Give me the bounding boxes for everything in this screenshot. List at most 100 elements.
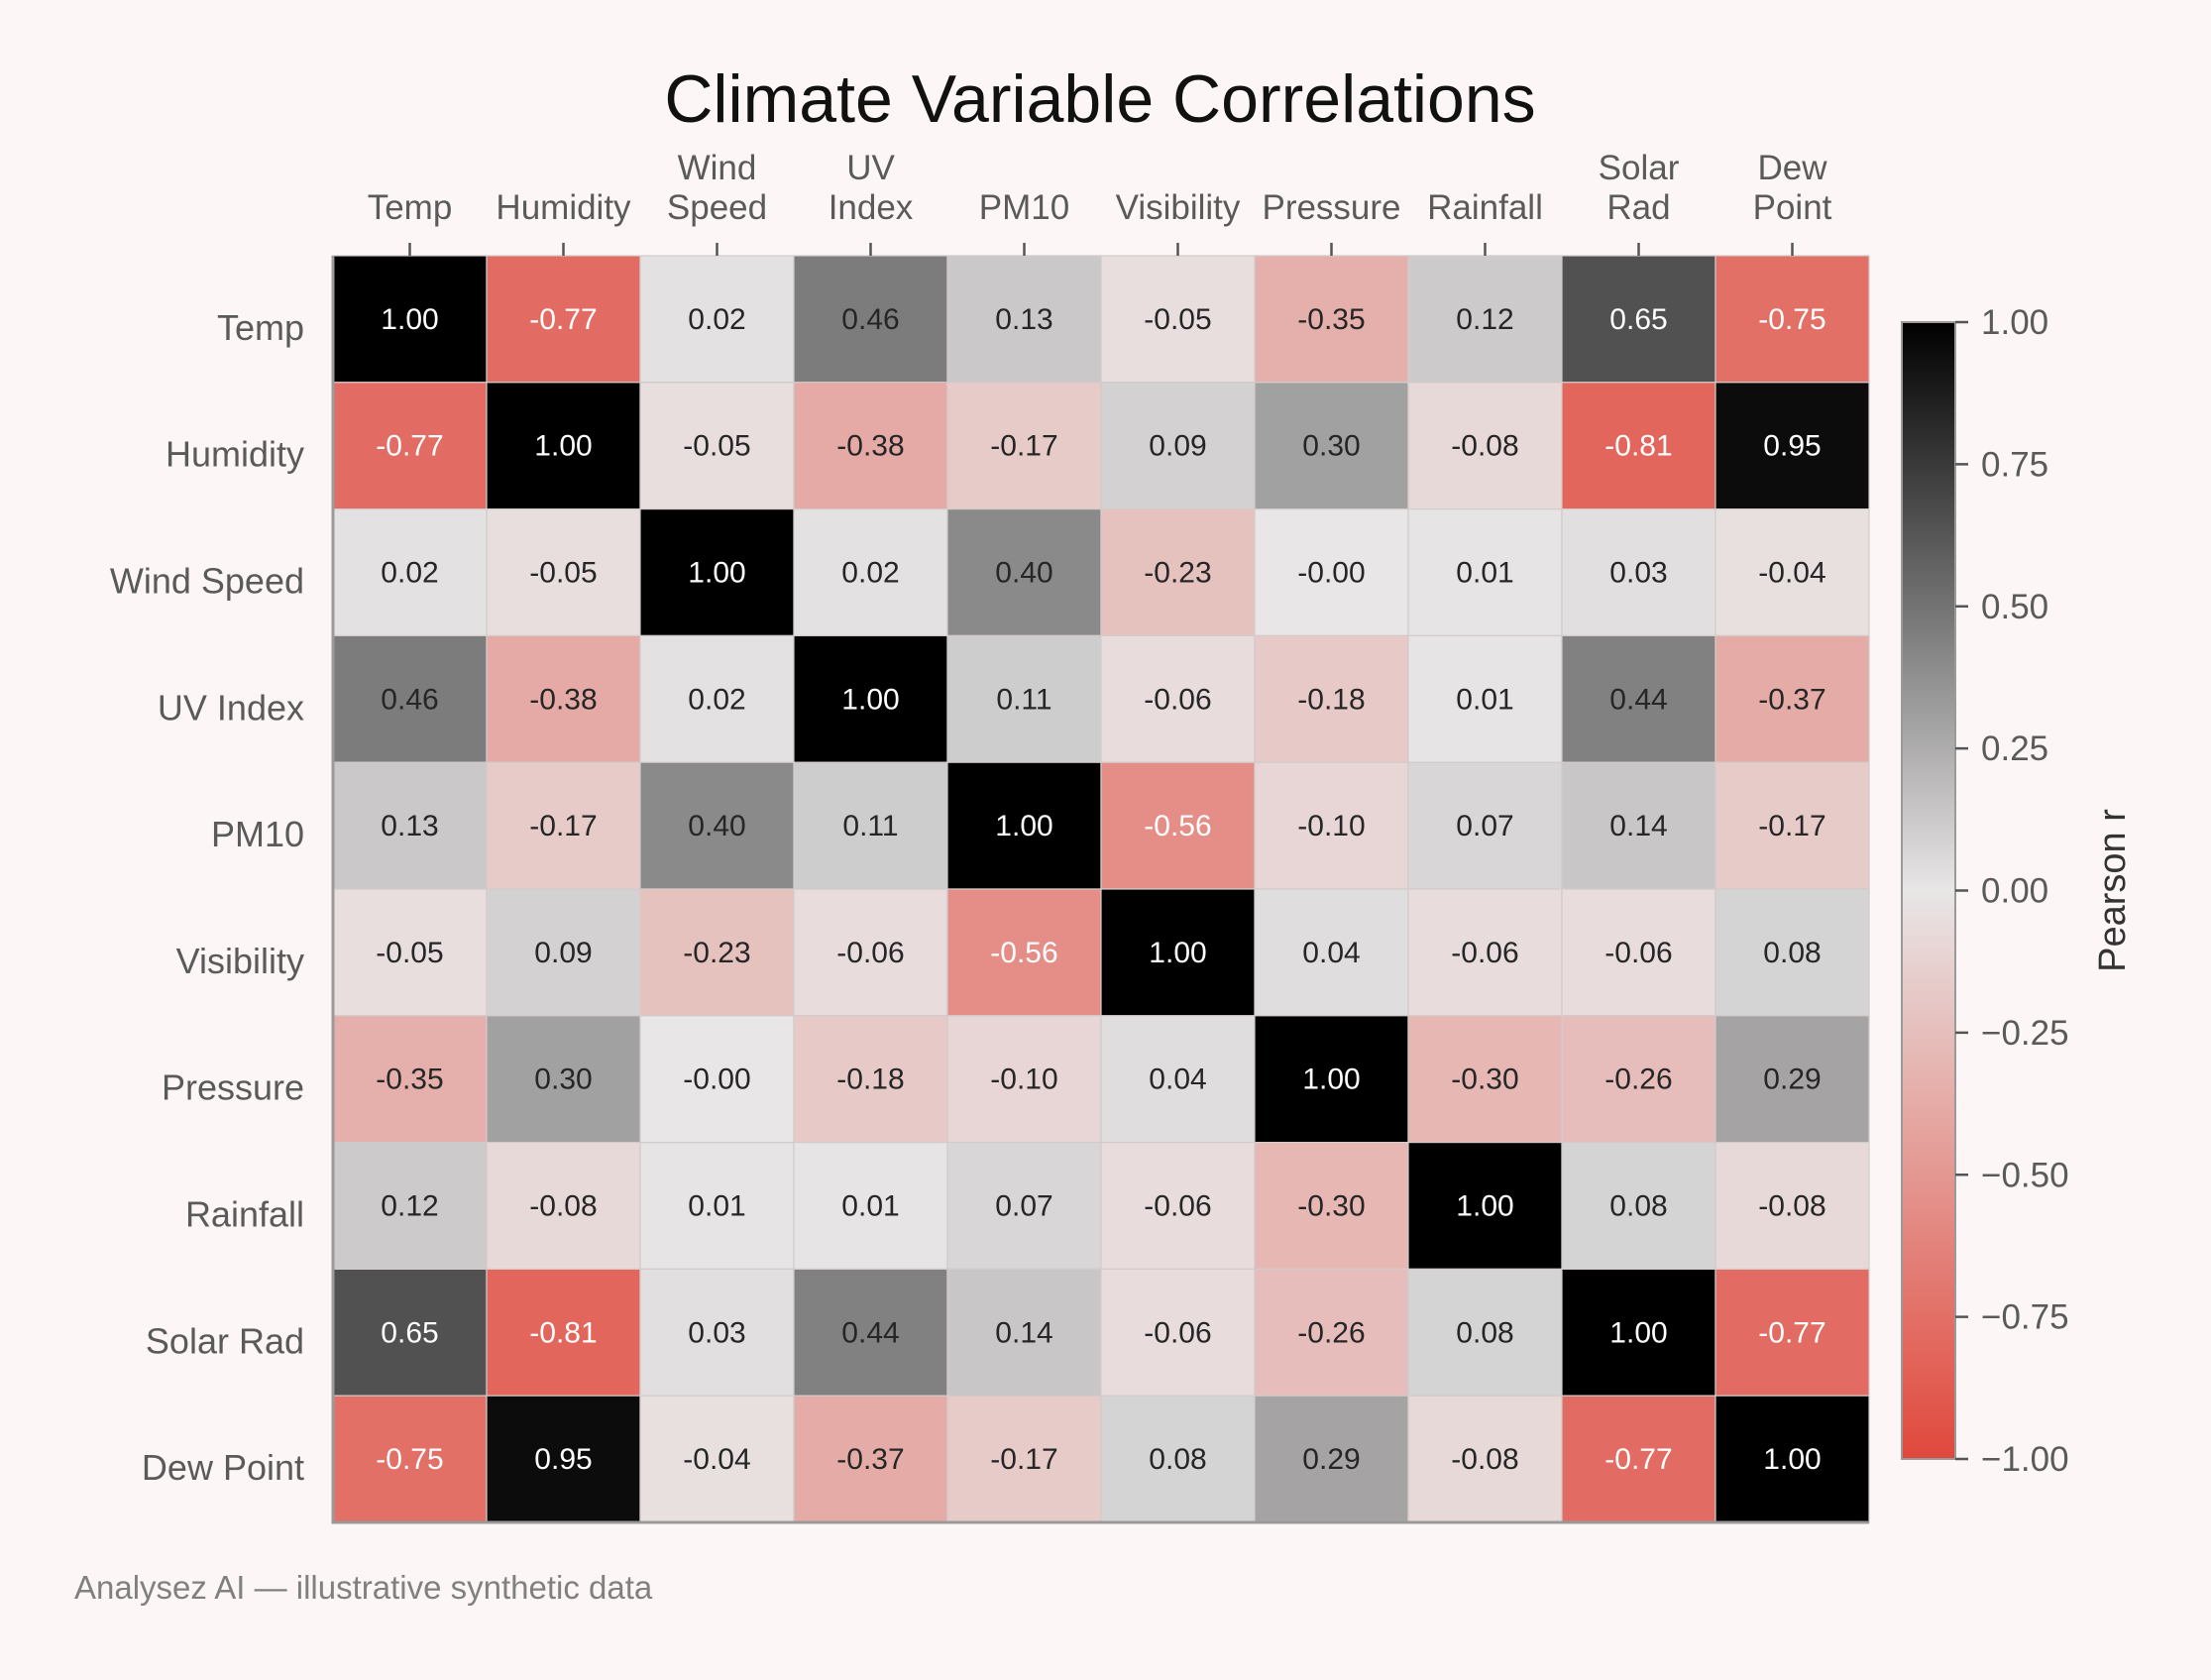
heatmap-cell-label: -0.17 — [529, 810, 597, 842]
heatmap-cell — [486, 1395, 641, 1523]
heatmap-cell — [1254, 1268, 1409, 1397]
heatmap-cell — [946, 634, 1102, 763]
colorbar-tick-label: −0.25 — [1981, 1014, 2069, 1053]
heatmap-cell-label: 0.08 — [1763, 937, 1821, 969]
heatmap-cell — [1714, 1268, 1870, 1397]
y-tick-label: Dew Point — [142, 1447, 304, 1488]
heatmap-cell-label: -0.56 — [1144, 810, 1211, 842]
colorbar-tick-label: −1.00 — [1981, 1440, 2069, 1479]
heatmap-cell — [946, 1395, 1102, 1523]
heatmap-cell-label: 0.12 — [1456, 303, 1513, 336]
heatmap-cell-label: -0.06 — [1144, 683, 1211, 716]
heatmap-cell-label: 0.09 — [534, 937, 592, 969]
heatmap-cell-label: 1.00 — [1763, 1443, 1821, 1476]
heatmap-cell — [1254, 1015, 1409, 1144]
heatmap-cell-label: -0.77 — [376, 430, 443, 463]
heatmap-cell-label: 0.95 — [534, 1443, 592, 1476]
heatmap-cell-label: 0.44 — [841, 1316, 899, 1349]
heatmap-cell-label: -0.04 — [1758, 557, 1825, 590]
heatmap-cell-label: 0.40 — [688, 810, 745, 842]
colorbar-tick-label: −0.75 — [1981, 1298, 2069, 1337]
heatmap-cell-label: -0.56 — [990, 937, 1057, 969]
y-tick-label: PM10 — [211, 814, 304, 854]
y-tick-label: Rainfall — [185, 1194, 304, 1235]
heatmap-cell — [1714, 634, 1870, 763]
heatmap-cell — [1561, 507, 1716, 636]
heatmap-cell — [639, 507, 795, 636]
heatmap-cell — [1561, 1015, 1716, 1144]
heatmap-cell — [1407, 1268, 1563, 1397]
heatmap-cell — [639, 1141, 795, 1270]
heatmap-cell-label: 0.44 — [1609, 683, 1667, 716]
heatmap-cell — [946, 761, 1102, 890]
heatmap-cell-label: -0.26 — [1297, 1316, 1365, 1349]
heatmap-cell — [332, 1015, 488, 1144]
heatmap-cell — [946, 1268, 1102, 1397]
x-tick-label: Pressure — [1262, 188, 1400, 227]
heatmap-cell — [946, 507, 1102, 636]
heatmap-cell-label: -0.08 — [1758, 1190, 1825, 1223]
heatmap-cell — [1254, 507, 1409, 636]
y-tick-label: Pressure — [162, 1067, 304, 1108]
heatmap-cell-label: 0.07 — [995, 1190, 1052, 1223]
heatmap-cell-label: 1.00 — [1149, 937, 1206, 969]
x-tick-label: Solar — [1599, 149, 1680, 187]
heatmap-cell-label: -0.30 — [1297, 1190, 1365, 1223]
heatmap-cell-label: 0.03 — [1609, 557, 1667, 590]
heatmap-cell-label: 1.00 — [995, 810, 1052, 842]
heatmap-cell-label: -0.08 — [529, 1190, 597, 1223]
x-tick-label: Point — [1753, 188, 1832, 227]
heatmap-cell-label: 0.01 — [688, 1190, 745, 1223]
chart-title: Climate Variable Correlations — [664, 61, 1535, 137]
heatmap-cell-label: -0.38 — [529, 683, 597, 716]
heatmap-cell — [1100, 1141, 1256, 1270]
heatmap-cell-label: -0.05 — [683, 430, 750, 463]
heatmap-cell — [793, 255, 948, 384]
heatmap-cell — [486, 1141, 641, 1270]
heatmap-cell-label: -0.38 — [836, 430, 904, 463]
heatmap-cell-label: -0.23 — [1144, 557, 1211, 590]
colorbar-tick-label: 0.25 — [1981, 729, 2048, 768]
heatmap-cell-label: -0.26 — [1604, 1064, 1672, 1096]
heatmap-cell-label: -0.75 — [1758, 303, 1825, 336]
heatmap-cell — [1100, 761, 1256, 890]
heatmap-cell-label: 0.40 — [995, 557, 1052, 590]
x-tick-label: Visibility — [1116, 188, 1241, 227]
heatmap-value-labels: 1.00 -0.77 0.02 0.46 0.13 -0.05 -0.35 0.12 0.65 -… — [376, 303, 1825, 1476]
heatmap-cell-label: 1.00 — [534, 430, 592, 463]
heatmap-cell-label: -0.18 — [1297, 683, 1365, 716]
heatmap-cell — [946, 382, 1102, 510]
heatmap-cell — [639, 761, 795, 890]
x-tick-label: Temp — [368, 188, 453, 227]
heatmap-cell — [1407, 1141, 1563, 1270]
heatmap-cell-label: 1.00 — [688, 557, 745, 590]
colorbar-tick-label: 1.00 — [1981, 303, 2048, 342]
heatmap-cell — [1254, 382, 1409, 510]
heatmap-cell-label: 0.01 — [1456, 557, 1513, 590]
heatmap-cell-label: -0.08 — [1451, 1443, 1518, 1476]
heatmap-cell — [486, 761, 641, 890]
heatmap-cell — [1714, 1141, 1870, 1270]
y-tick-label: Visibility — [176, 941, 304, 981]
x-tick-label: Dew — [1757, 149, 1827, 187]
heatmap-cell-label: -0.10 — [1297, 810, 1365, 842]
heatmap-cell-label: 0.12 — [381, 1190, 438, 1223]
heatmap-cell-label: 0.65 — [1609, 303, 1667, 336]
heatmap-cell — [1100, 1268, 1256, 1397]
y-tick-label: Solar Rad — [146, 1320, 304, 1361]
heatmap-cell-label: 0.01 — [1456, 683, 1513, 716]
heatmap-cell-label: -0.75 — [376, 1443, 443, 1476]
heatmap-frame — [331, 256, 1869, 1524]
heatmap-cell-label: 0.08 — [1456, 1316, 1513, 1349]
heatmap-cell-label: 0.30 — [1302, 430, 1360, 463]
heatmap-cell-label: -0.00 — [683, 1064, 750, 1096]
heatmap-cell — [332, 507, 488, 636]
heatmap-cell-label: 0.04 — [1149, 1064, 1206, 1096]
heatmap-cell-label: -0.18 — [836, 1064, 904, 1096]
heatmap-cell-label: -0.04 — [683, 1443, 750, 1476]
heatmap-cell — [1714, 507, 1870, 636]
x-tick-label: UV — [846, 149, 895, 187]
footer-note: Analysez AI — illustrative synthetic dat… — [74, 1569, 653, 1606]
heatmap-cell-label: 1.00 — [1302, 1064, 1360, 1096]
